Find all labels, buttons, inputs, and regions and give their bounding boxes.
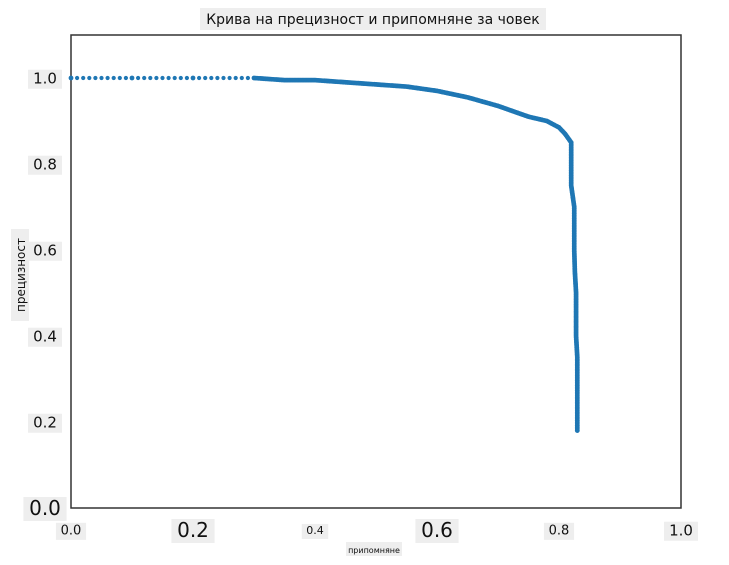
y-tick-label-bg xyxy=(28,413,62,433)
x-tick-label-bg xyxy=(55,522,87,540)
y-tick-label: 0.8 xyxy=(33,155,57,173)
x-tick-label-bg xyxy=(415,519,459,543)
y-tick-label-bg xyxy=(28,69,62,89)
curve-dot xyxy=(172,75,177,81)
curve-dot xyxy=(105,75,110,81)
y-tick-label: 0.0 xyxy=(29,496,61,520)
y-axis-title: прецизност xyxy=(14,238,28,312)
x-axis-title: припомняне xyxy=(348,546,400,555)
x-tick-label: 0.4 xyxy=(306,524,324,537)
curve-dot xyxy=(178,75,183,81)
y-axis-title-background xyxy=(11,229,29,321)
y-tick-label: 0.4 xyxy=(33,327,57,345)
curve-dot xyxy=(184,75,189,81)
x-tick-label: 0.0 xyxy=(61,524,82,539)
data-point xyxy=(68,75,74,81)
curve-dot xyxy=(111,75,116,81)
curve-dot xyxy=(209,75,214,81)
curve-series xyxy=(68,75,580,433)
curve-dot xyxy=(136,75,141,81)
x-tick-label-bg xyxy=(664,521,698,541)
x-axis-title-background xyxy=(346,542,402,556)
curve-dot xyxy=(87,75,92,81)
y-tick-labels: 0.0 0.2 0.4 0.6 0.8 1.0 xyxy=(23,69,67,521)
y-tick-label-bg xyxy=(28,155,62,175)
y-tick-label-bg xyxy=(28,241,62,261)
curve-dot xyxy=(215,75,220,81)
y-tick-label: 1.0 xyxy=(33,69,57,87)
curve-dot xyxy=(154,75,159,81)
y-tick-label: 0.6 xyxy=(33,241,57,259)
x-tick-label-bg xyxy=(171,519,215,543)
x-tick-label: 0.6 xyxy=(421,518,453,542)
curve-dot xyxy=(148,75,153,81)
x-tick-label-bg xyxy=(543,522,575,540)
curve-dot xyxy=(142,75,147,81)
x-tick-label: 0.2 xyxy=(177,518,209,542)
curve-dot xyxy=(239,75,244,81)
y-tick-label-bg xyxy=(23,497,67,521)
plot-frame xyxy=(70,34,682,509)
y-tick-label: 0.2 xyxy=(33,413,57,431)
curve-dot xyxy=(117,75,122,81)
curve-dot xyxy=(197,75,202,81)
x-tick-label: 1.0 xyxy=(669,521,693,539)
data-point xyxy=(190,75,196,81)
curve-dot xyxy=(221,75,226,81)
curve-dot xyxy=(227,75,232,81)
title-background xyxy=(200,8,546,30)
data-point xyxy=(129,75,135,81)
x-tick-label: 0.8 xyxy=(549,524,570,539)
data-point xyxy=(574,428,580,433)
curve-dot xyxy=(75,75,80,81)
curve-dot xyxy=(123,75,128,81)
x-tick-labels: 0.0 0.2 0.4 0.6 0.8 1.0 xyxy=(55,518,698,543)
curve-dot xyxy=(160,75,165,81)
curve-dot xyxy=(81,75,86,81)
x-tick-label-bg xyxy=(301,523,329,539)
curve-dot xyxy=(93,75,98,81)
y-tick-label-bg xyxy=(28,327,62,347)
curve-dot xyxy=(245,75,250,81)
curve-dot xyxy=(233,75,238,81)
curve-dot xyxy=(203,75,208,81)
curve-dot xyxy=(99,75,104,81)
chart-title: Крива на прецизност и припомняне за чове… xyxy=(206,12,540,28)
curve-dot xyxy=(166,75,171,81)
